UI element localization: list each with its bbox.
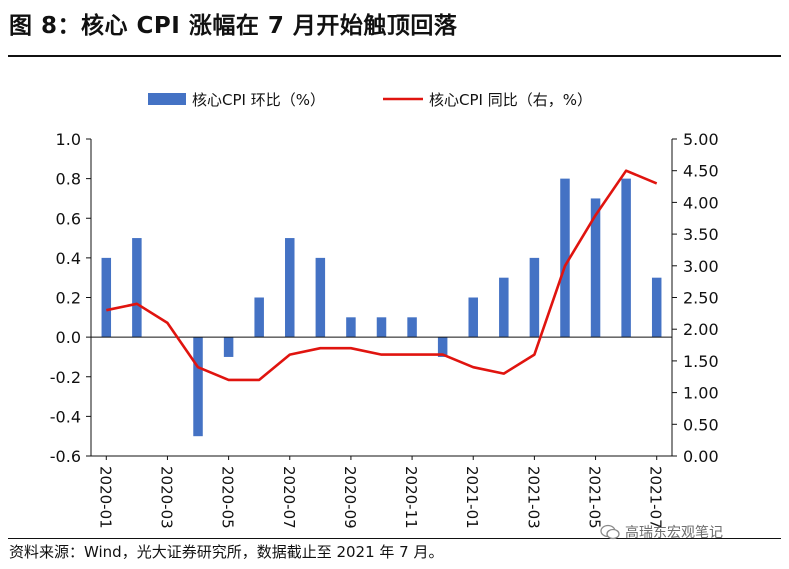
bar-2021-07 <box>651 277 662 338</box>
right-tick-label: 0.00 <box>683 447 719 466</box>
right-tick-label: 5.00 <box>683 130 719 149</box>
right-tick-label: 1.50 <box>683 352 719 371</box>
title-rule <box>8 55 781 57</box>
legend-bar-label: 核心CPI 环比（%） <box>192 91 325 109</box>
bar-2021-03 <box>529 257 540 338</box>
bar-2020-05 <box>223 337 234 357</box>
legend: 核心CPI 环比（%） 核心CPI 同比（右，%） <box>148 91 592 109</box>
x-tick-label: 2020-03 <box>157 466 175 529</box>
line-series <box>106 169 658 382</box>
left-tick-label: 0.8 <box>56 170 81 189</box>
bar-2020-09 <box>346 317 356 338</box>
right-tick-label: 2.00 <box>683 320 719 339</box>
x-tick-label: 2020-09 <box>341 466 359 529</box>
watermark-text: 高瑞东宏观笔记 <box>625 525 723 541</box>
right-tick-label: 4.00 <box>683 193 719 212</box>
bar-2020-10 <box>376 317 387 338</box>
bar-2021-02 <box>499 277 509 338</box>
left-tick-label: 1.0 <box>56 130 81 149</box>
left-axis: -0.6 -0.4 -0.2 0.0 0.2 0.4 0.6 0.8 1.0 <box>50 130 92 466</box>
x-tick-label: 2020-01 <box>96 466 114 529</box>
bar-2020-06 <box>254 297 264 338</box>
right-tick-label: 4.50 <box>683 162 719 181</box>
right-tick-label: 3.50 <box>683 225 719 244</box>
bar-2021-05 <box>590 198 601 338</box>
left-tick-label: 0.0 <box>56 328 81 347</box>
left-tick-label: 0.4 <box>56 249 81 268</box>
left-tick-label: -0.6 <box>50 447 81 466</box>
bar-2020-08 <box>315 257 326 338</box>
right-axis: 0.00 0.50 1.00 1.50 2.00 2.50 3.00 3.50 4.00 4.50… <box>671 130 719 466</box>
source-rule <box>8 538 781 539</box>
x-tick-label: 2020-05 <box>219 466 237 529</box>
bar-2020-11 <box>407 317 417 338</box>
x-tick-label: 2021-01 <box>463 466 481 529</box>
figure-title: 图 8：核心 CPI 涨幅在 7 月开始触顶回落 <box>9 13 458 39</box>
left-tick-label: -0.4 <box>50 407 81 426</box>
bar-series <box>101 178 662 437</box>
watermark: 高瑞东宏观笔记 <box>600 522 723 542</box>
wechat-icon <box>600 524 620 540</box>
source-note: 资料来源：Wind，光大证券研究所，数据截止至 2021 年 7 月。 <box>9 543 444 561</box>
x-tick-label: 2021-03 <box>524 466 542 529</box>
left-tick-label: 0.2 <box>56 289 81 308</box>
left-tick-label: 0.6 <box>56 209 81 228</box>
bar-2020-04 <box>193 337 203 437</box>
legend-line-label: 核心CPI 同比（右，%） <box>429 91 592 109</box>
right-tick-label: 1.00 <box>683 384 719 403</box>
bar-2020-07 <box>285 238 295 338</box>
bar-2020-12 <box>437 337 448 357</box>
x-tick-label: 2021-05 <box>586 466 604 529</box>
bar-2021-04 <box>560 178 570 338</box>
right-tick-label: 3.00 <box>683 257 719 276</box>
right-tick-label: 0.50 <box>683 415 719 434</box>
x-tick-label: 2021-07 <box>647 466 665 529</box>
line-yoy <box>106 169 658 382</box>
right-tick-label: 2.50 <box>683 289 719 308</box>
bar-2021-06 <box>621 178 631 338</box>
x-tick-label: 2020-07 <box>280 466 298 529</box>
bar-2021-01 <box>468 297 478 338</box>
bar-2020-01 <box>101 257 112 338</box>
x-axis: 2020-01 2020-03 2020-05 2020-07 2020-09 2020-… <box>91 455 672 529</box>
bar-2020-02 <box>132 238 142 338</box>
x-tick-label: 2020-11 <box>402 466 420 529</box>
left-tick-label: -0.2 <box>50 368 81 387</box>
legend-bar-swatch <box>148 93 186 105</box>
